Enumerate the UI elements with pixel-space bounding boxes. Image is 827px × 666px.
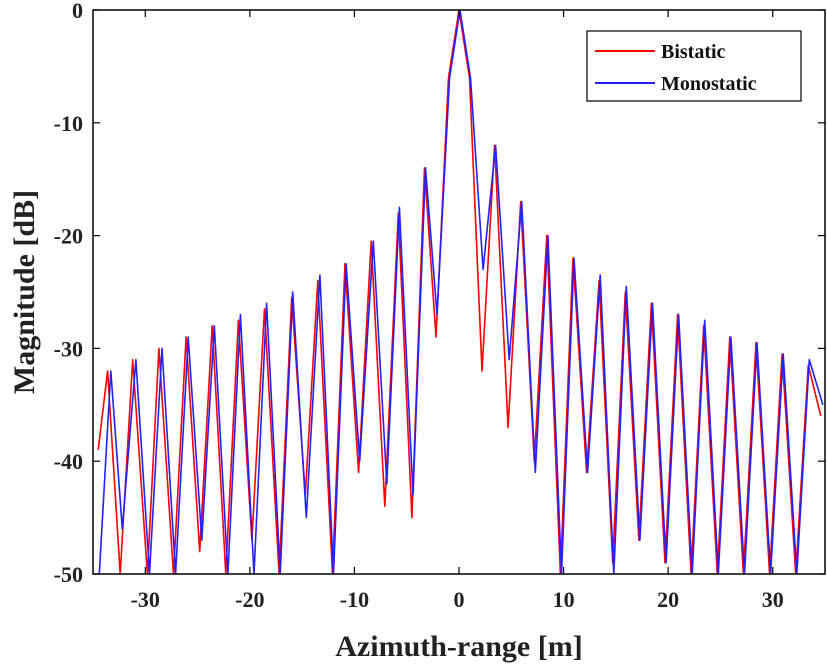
y-axis-title: Magnitude [dB] (8, 190, 41, 394)
legend-label: Bistatic (661, 41, 726, 63)
plot-lines (97, 10, 824, 574)
y-tick-label: -30 (54, 336, 83, 361)
series-line-monostatic (98, 10, 824, 574)
y-tick-label: -10 (54, 111, 83, 136)
series-line-bistatic (97, 10, 822, 574)
x-tick-label: 20 (657, 587, 679, 612)
x-tick-label: -10 (340, 587, 369, 612)
x-tick-label: 30 (762, 587, 784, 612)
legend-label: Monostatic (661, 73, 757, 95)
x-tick-label: 10 (553, 587, 575, 612)
axes: -30 -20 -10 0 10 20 30 0 -10 -20 -30 -40 -50 (54, 0, 825, 612)
y-tick-label: -40 (54, 449, 83, 474)
x-axis-title: Azimuth-range [m] (335, 630, 582, 663)
y-tick-label: 0 (72, 0, 83, 23)
legend: Bistatic Monostatic (586, 30, 802, 102)
y-tick-label: -20 (54, 224, 83, 249)
legend-box (586, 30, 802, 102)
x-tick-label: 0 (454, 587, 465, 612)
y-tick-label: -50 (54, 562, 83, 587)
x-tick-label: -30 (131, 587, 160, 612)
x-tick-label: -20 (235, 587, 264, 612)
